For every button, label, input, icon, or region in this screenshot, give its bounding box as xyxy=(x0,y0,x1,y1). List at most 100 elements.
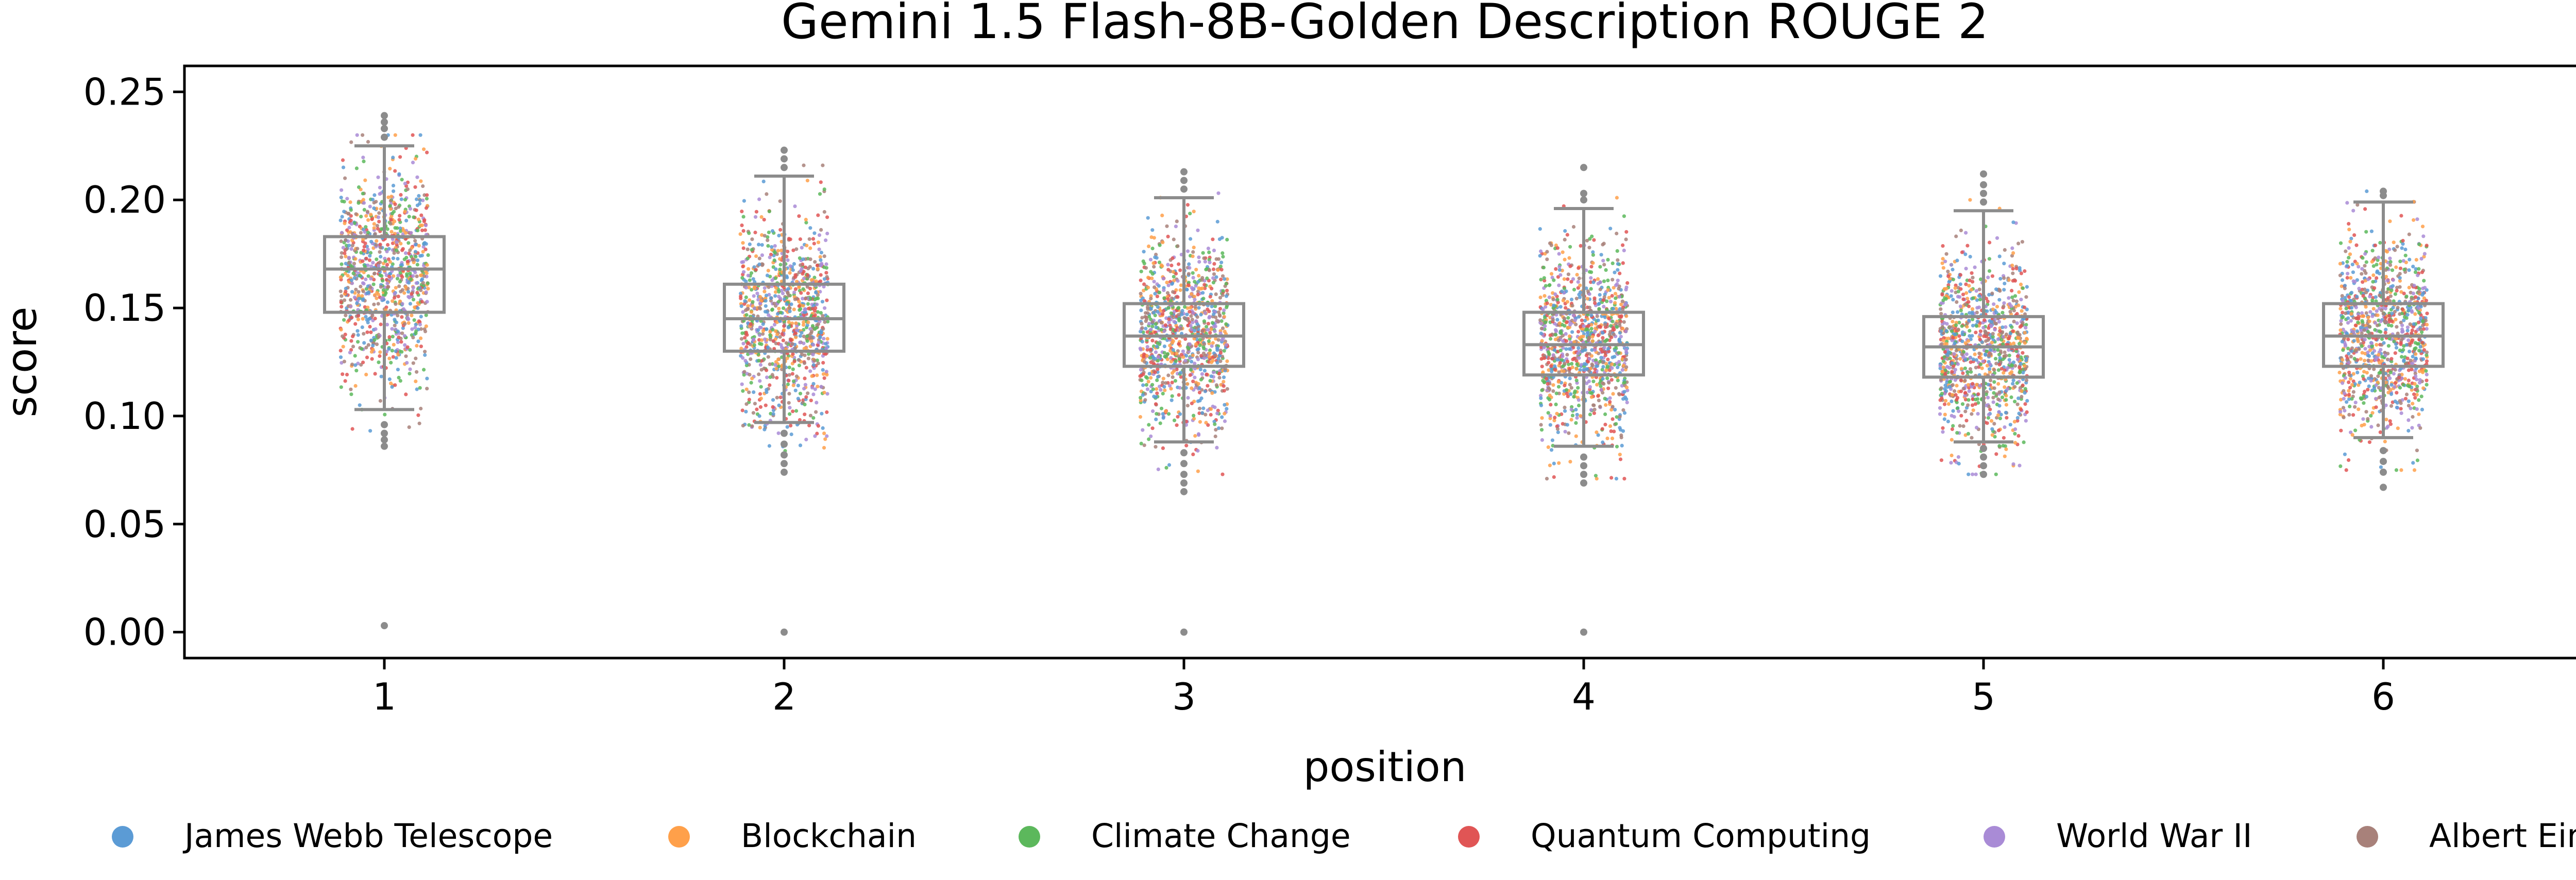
strip-point xyxy=(343,176,347,180)
strip-point xyxy=(797,364,801,368)
strip-point xyxy=(762,289,767,294)
strip-point xyxy=(378,354,382,358)
strip-point xyxy=(421,198,425,202)
strip-point xyxy=(370,217,374,221)
strip-point xyxy=(1589,265,1594,269)
strip-point xyxy=(1191,250,1195,254)
strip-point xyxy=(806,356,810,360)
strip-point xyxy=(1947,325,1952,329)
strip-point xyxy=(345,228,349,232)
strip-point xyxy=(1601,298,1605,302)
strip-point xyxy=(365,355,369,359)
strip-point xyxy=(1207,316,1211,320)
strip-point xyxy=(1208,331,1212,335)
strip-point xyxy=(355,133,359,137)
strip-point xyxy=(379,285,383,289)
strip-point xyxy=(821,314,825,318)
strip-point xyxy=(1989,320,1994,324)
strip-point xyxy=(769,296,773,300)
strip-point xyxy=(774,367,778,371)
strip-point xyxy=(797,285,801,289)
strip-point xyxy=(2004,332,2008,337)
strip-point xyxy=(1624,230,1629,234)
strip-point xyxy=(1951,383,1955,387)
strip-point xyxy=(1994,361,1998,366)
strip-point xyxy=(1180,308,1184,313)
strip-point xyxy=(408,348,412,352)
strip-point xyxy=(338,289,343,294)
strip-point xyxy=(391,299,395,303)
strip-point xyxy=(344,238,348,242)
strip-point xyxy=(400,248,404,252)
strip-point xyxy=(1216,191,1221,195)
strip-point xyxy=(742,370,747,374)
strip-point xyxy=(1161,412,1165,416)
strip-point xyxy=(400,302,404,306)
strip-point xyxy=(1998,356,2002,360)
strip-point xyxy=(1204,412,1208,417)
strip-point xyxy=(1172,369,1176,373)
strip-point xyxy=(1155,295,1159,299)
strip-point xyxy=(757,333,762,337)
strip-point xyxy=(753,230,757,235)
strip-point xyxy=(413,250,418,254)
strip-point xyxy=(770,245,774,249)
strip-point xyxy=(1549,243,1553,247)
strip-point xyxy=(1990,433,1994,437)
strip-point xyxy=(1975,425,1979,430)
strip-point xyxy=(1581,327,1585,331)
strip-point xyxy=(1966,432,1971,436)
strip-point xyxy=(2013,432,2017,436)
strip-point xyxy=(1615,231,1619,236)
strip-point xyxy=(371,282,376,286)
strip-point xyxy=(423,223,428,228)
strip-point xyxy=(757,414,761,418)
strip-point xyxy=(379,374,383,378)
strip-point xyxy=(788,237,792,241)
strip-point xyxy=(1940,292,1944,297)
strip-point xyxy=(1613,349,1617,353)
strip-point xyxy=(1570,413,1575,418)
strip-point xyxy=(1584,286,1588,290)
strip-point xyxy=(1585,327,1589,331)
strip-point xyxy=(1185,313,1189,317)
strip-point xyxy=(1999,412,2003,417)
strip-point xyxy=(1611,278,1615,282)
strip-point xyxy=(1208,351,1212,355)
strip-point xyxy=(352,221,357,225)
strip-point xyxy=(1179,353,1183,357)
strip-point xyxy=(1973,402,1977,406)
strip-point xyxy=(1988,348,1992,352)
strip-point xyxy=(1959,367,1963,371)
strip-point xyxy=(1615,444,1619,448)
strip-point xyxy=(1987,292,1991,297)
strip-point xyxy=(1202,347,1206,351)
strip-point xyxy=(2020,394,2024,399)
strip-point xyxy=(372,200,376,205)
strip-point xyxy=(816,310,820,314)
strip-point xyxy=(1170,263,1174,268)
strip-point xyxy=(1991,335,1995,339)
strip-point xyxy=(1208,295,1212,299)
strip-point xyxy=(375,223,379,228)
strip-point xyxy=(349,392,353,396)
strip-point xyxy=(1575,412,1579,417)
strip-point xyxy=(1602,382,1606,386)
strip-point xyxy=(797,304,801,308)
strip-point xyxy=(1621,326,1625,331)
strip-point xyxy=(1594,474,1598,478)
strip-point xyxy=(789,338,793,342)
strip-point xyxy=(806,291,810,296)
strip-point xyxy=(1210,391,1214,395)
strip-point xyxy=(1587,246,1591,250)
strip-point xyxy=(410,292,414,296)
strip-point xyxy=(1963,409,1968,413)
strip-point xyxy=(809,330,814,334)
strip-point xyxy=(816,385,820,389)
strip-point xyxy=(766,244,770,248)
strip-point xyxy=(1989,419,1994,423)
strip-point xyxy=(1153,370,1157,374)
strip-point xyxy=(1589,287,1593,291)
strip-point xyxy=(1619,302,1623,306)
